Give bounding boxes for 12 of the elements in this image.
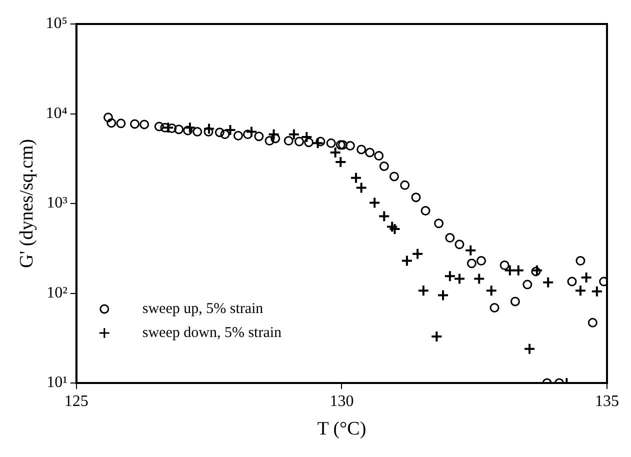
- x-tick-label: 125: [64, 392, 88, 410]
- y-tick-label: 10²: [46, 284, 68, 302]
- legend-label: sweep down, 5% strain: [142, 324, 282, 341]
- x-tick-label: 135: [595, 392, 619, 410]
- y-tick-label: 10³: [46, 194, 68, 212]
- y-tick-label: 10¹: [46, 374, 68, 392]
- y-axis-title: G' (dynes/sq.cm): [16, 138, 38, 268]
- legend-label: sweep up, 5% strain: [142, 300, 264, 317]
- y-tick-label: 10⁵: [46, 15, 68, 32]
- x-tick-label: 130: [330, 392, 354, 410]
- y-tick-label: 10⁴: [46, 104, 68, 122]
- x-axis-title: T (°C): [317, 418, 366, 440]
